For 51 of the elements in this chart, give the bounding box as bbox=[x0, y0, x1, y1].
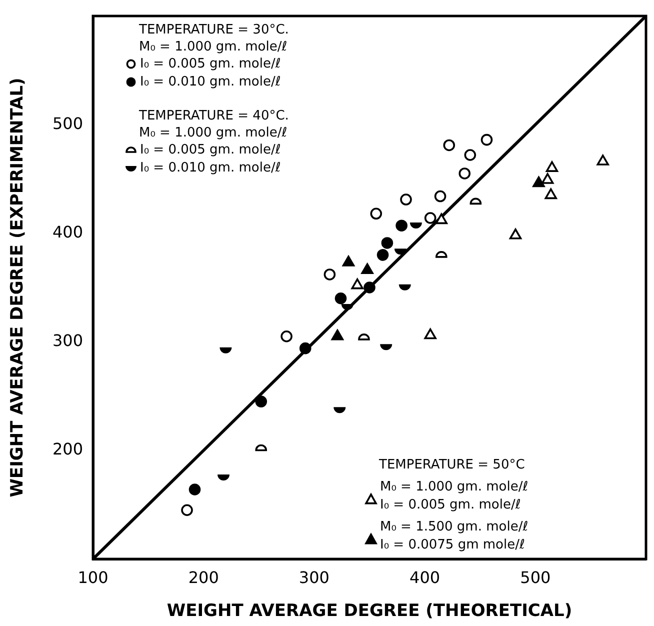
legend-label: M₀ = 1.000 gm. mole/ℓ I₀ = 0.005 gm. mole/ℓ bbox=[380, 479, 528, 512]
annotation: TEMPERATURE = 40°C. bbox=[138, 108, 289, 124]
point bbox=[376, 249, 389, 261]
annotation: M₀ = 1.000 gm. mole/ℓ bbox=[139, 125, 288, 140]
point bbox=[424, 212, 436, 224]
x-tick-label: 500 bbox=[520, 568, 551, 587]
point bbox=[400, 194, 412, 206]
point bbox=[361, 263, 374, 274]
x-tick-label: 300 bbox=[298, 568, 330, 587]
point bbox=[342, 256, 355, 266]
x-tick-label: 400 bbox=[410, 568, 440, 587]
point bbox=[188, 484, 201, 496]
point bbox=[255, 396, 268, 408]
annotation: M₀ = 1.000 gm. mole/ℓ bbox=[139, 39, 288, 54]
annotation: TEMPERATURE = 50°C bbox=[378, 457, 525, 472]
legend-label: I₀ = 0.010 gm. mole/ℓ bbox=[140, 74, 281, 90]
point bbox=[509, 228, 522, 240]
legend-label: I₀ = 0.005 gm. mole/ℓ bbox=[140, 56, 281, 72]
x-axis-title: WEIGHT AVERAGE DEGREE (THEORETICAL) bbox=[166, 601, 572, 622]
point bbox=[544, 188, 557, 200]
x-tick-label: 100 bbox=[78, 568, 108, 587]
point bbox=[181, 504, 193, 516]
point bbox=[324, 268, 336, 280]
point bbox=[435, 213, 448, 224]
point bbox=[458, 168, 471, 180]
y-tick-label: 200 bbox=[52, 440, 83, 459]
y-tick-label: 400 bbox=[52, 222, 83, 242]
point bbox=[443, 139, 456, 152]
point bbox=[532, 176, 545, 188]
point bbox=[334, 292, 347, 304]
point bbox=[364, 282, 376, 294]
point bbox=[381, 237, 394, 249]
point bbox=[546, 161, 558, 172]
point bbox=[370, 208, 382, 220]
point bbox=[434, 190, 446, 202]
annotation: TEMPERATURE = 30°C. bbox=[138, 22, 289, 38]
point bbox=[541, 173, 554, 184]
y-axis-title: WEIGHT AVERAGE DEGREE (EXPERIMENTAL) bbox=[8, 78, 28, 498]
legend-label: M₀ = 1.500 gm. mole/ℓ I₀ = 0.0075 gm mole/ℓ bbox=[380, 519, 528, 552]
point bbox=[480, 134, 493, 146]
y-tick-label: 500 bbox=[52, 114, 83, 133]
x-tick-label: 200 bbox=[188, 568, 219, 587]
point bbox=[464, 149, 476, 161]
point bbox=[351, 278, 364, 290]
legend-label: I₀ = 0.005 gm. mole/ℓ bbox=[140, 142, 281, 158]
point bbox=[396, 220, 408, 232]
y-tick-label: 300 bbox=[52, 330, 83, 350]
point bbox=[596, 154, 609, 166]
legend-label: I₀ = 0.010 gm. mole/ℓ bbox=[140, 160, 281, 176]
point bbox=[280, 330, 292, 342]
point bbox=[299, 342, 312, 354]
